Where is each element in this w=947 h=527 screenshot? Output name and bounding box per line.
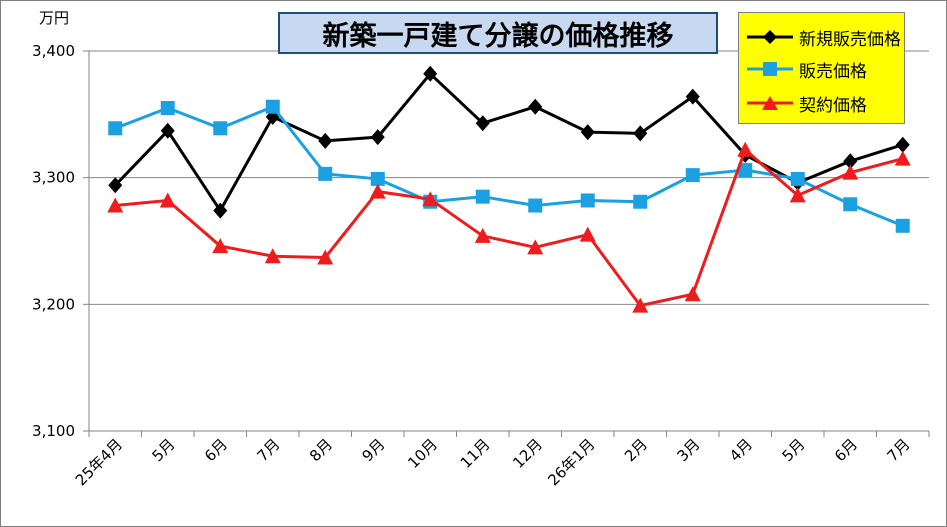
chart-title: 新築一戸建て分譲の価格推移 <box>278 12 718 54</box>
data-point-square <box>685 168 700 183</box>
x-tick-label: 8月 <box>306 435 336 465</box>
data-point-square <box>580 193 595 208</box>
data-point-triangle <box>369 183 386 199</box>
chart-title-text: 新築一戸建て分譲の価格推移 <box>322 20 674 52</box>
series-line-3 <box>115 148 904 308</box>
legend-entry-2: 販売価格 <box>747 58 867 82</box>
x-tick-label: 4月 <box>726 435 756 465</box>
data-point-square <box>475 189 490 204</box>
data-point-triangle <box>579 226 596 242</box>
data-point-square <box>265 99 280 114</box>
data-point-triangle <box>264 248 281 264</box>
legend-entry-3: 契約価格 <box>747 92 867 116</box>
data-point-diamond <box>370 129 385 146</box>
x-tick-label: 5月 <box>148 435 178 465</box>
x-tick-label: 9月 <box>358 435 388 465</box>
data-point-square <box>528 198 543 213</box>
data-point-square <box>843 197 858 212</box>
legend-triangle-icon <box>747 96 793 110</box>
x-tick-label: 3月 <box>673 435 703 465</box>
legend-label-2: 販売価格 <box>799 61 867 82</box>
data-point-diamond <box>895 136 910 153</box>
data-point-square <box>633 194 648 209</box>
data-point-triangle <box>632 297 649 313</box>
x-tick-label: 7月 <box>253 435 283 465</box>
data-point-triangle <box>107 197 124 213</box>
data-point-square <box>318 166 333 181</box>
data-point-diamond <box>685 88 700 105</box>
x-tick-label: 11月 <box>457 435 494 472</box>
y-tick-label: 3,300 <box>32 169 75 187</box>
data-point-diamond <box>108 177 123 194</box>
data-point-triangle <box>422 191 439 207</box>
data-point-triangle <box>789 187 806 203</box>
x-tick-label: 10月 <box>404 435 441 472</box>
series-line-1 <box>114 72 904 213</box>
data-point-triangle <box>737 141 754 157</box>
chart-legend: 新規販売価格 販売価格 契約価格 <box>738 12 905 124</box>
legend-diamond-icon <box>747 30 793 44</box>
legend-entry-1: 新規販売価格 <box>747 26 901 50</box>
x-tick-label: 5月 <box>778 435 808 465</box>
x-tick-label: 6月 <box>201 435 231 465</box>
data-point-square <box>790 171 805 186</box>
legend-square-icon <box>747 62 793 76</box>
data-point-square <box>370 171 385 186</box>
x-tick-label: 25年4月 <box>72 435 126 489</box>
data-point-diamond <box>475 115 490 132</box>
data-point-square <box>895 218 910 233</box>
x-tick-label: 7月 <box>883 435 913 465</box>
data-point-diamond <box>843 153 858 170</box>
data-point-diamond <box>213 202 228 219</box>
y-axis-unit: 万円 <box>39 9 70 27</box>
x-tick-label: 26年1月 <box>544 435 598 489</box>
y-tick-label: 3,100 <box>32 422 75 440</box>
data-point-diamond <box>318 132 333 149</box>
data-point-triangle <box>894 150 911 166</box>
data-point-triangle <box>159 192 176 208</box>
data-point-triangle <box>684 286 701 302</box>
data-point-diamond <box>633 125 648 142</box>
x-tick-label: 2月 <box>621 435 651 465</box>
data-point-square <box>108 121 123 136</box>
x-tick-label: 6月 <box>831 435 861 465</box>
data-point-diamond <box>423 65 438 82</box>
data-point-square <box>160 101 175 115</box>
legend-label-1: 新規販売価格 <box>799 29 901 50</box>
data-point-diamond <box>580 124 595 141</box>
data-point-square <box>213 121 228 136</box>
data-point-triangle <box>317 249 334 265</box>
data-point-square <box>738 163 753 178</box>
y-tick-label: 3,400 <box>32 42 75 60</box>
x-tick-label: 12月 <box>509 435 546 472</box>
data-point-triangle <box>842 164 859 180</box>
data-point-diamond <box>160 122 175 139</box>
legend-label-3: 契約価格 <box>799 95 867 116</box>
series-line-2 <box>114 105 904 228</box>
y-tick-label: 3,200 <box>32 295 75 313</box>
data-point-triangle <box>212 238 229 254</box>
data-point-triangle <box>474 227 491 243</box>
data-point-triangle <box>527 239 544 255</box>
data-point-diamond <box>528 98 543 115</box>
